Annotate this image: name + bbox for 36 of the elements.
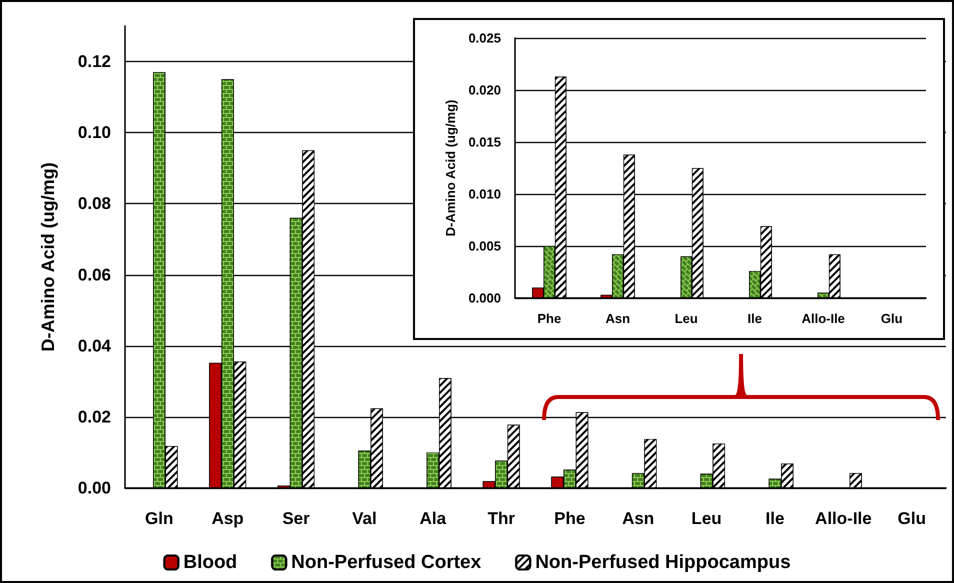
x-tick-label: Ile xyxy=(766,509,784,528)
y-tick-label: 0.015 xyxy=(468,134,501,150)
y-tick-label: 0.020 xyxy=(468,82,501,98)
y-tick-label: 0.02 xyxy=(78,407,111,426)
y-tick-label: 0.00 xyxy=(78,478,111,498)
legend-label: Non-Perfused Cortex xyxy=(291,552,482,573)
x-tick-label: Ile xyxy=(748,311,762,326)
y-tick-label: 0.08 xyxy=(78,194,111,214)
x-tick-label: Leu xyxy=(691,509,722,528)
x-tick-label: Gln xyxy=(145,509,174,528)
y-axis-title: D-Amino Acid (ug/mg) xyxy=(38,162,58,352)
y-tick-label: 0.005 xyxy=(468,238,501,254)
y-tick-label: 0.10 xyxy=(78,123,111,142)
x-tick-label: Ala xyxy=(420,509,447,528)
x-tick-label: Phe xyxy=(537,311,562,326)
x-tick-label: Ser xyxy=(282,509,310,528)
y-tick-label: 0.000 xyxy=(468,290,501,306)
x-tick-label: Glu xyxy=(898,509,926,528)
y-tick-label: 0.025 xyxy=(468,30,501,46)
x-tick-label: Phe xyxy=(554,509,586,528)
y-tick-label: 0.06 xyxy=(78,265,111,284)
y-tick-label: 0.12 xyxy=(78,52,111,72)
x-tick-label: Allo-Ile xyxy=(802,311,845,326)
x-tick-label: Asn xyxy=(622,509,654,528)
x-tick-label: Thr xyxy=(488,509,516,528)
y-axis-title: D-Amino Acid (ug/mg) xyxy=(443,100,458,236)
legend-label: Blood xyxy=(183,552,238,573)
legend-label: Non-Perfused Hippocampus xyxy=(535,552,791,573)
y-tick-label: 0.010 xyxy=(468,186,501,202)
y-tick-label: 0.04 xyxy=(78,336,112,356)
x-tick-label: Allo-Ile xyxy=(815,509,872,528)
x-tick-label: Val xyxy=(352,509,377,528)
x-tick-label: Asn xyxy=(605,311,630,326)
x-tick-label: Leu xyxy=(674,311,698,326)
x-tick-label: Glu xyxy=(880,311,903,326)
x-tick-label: Asp xyxy=(212,509,244,528)
